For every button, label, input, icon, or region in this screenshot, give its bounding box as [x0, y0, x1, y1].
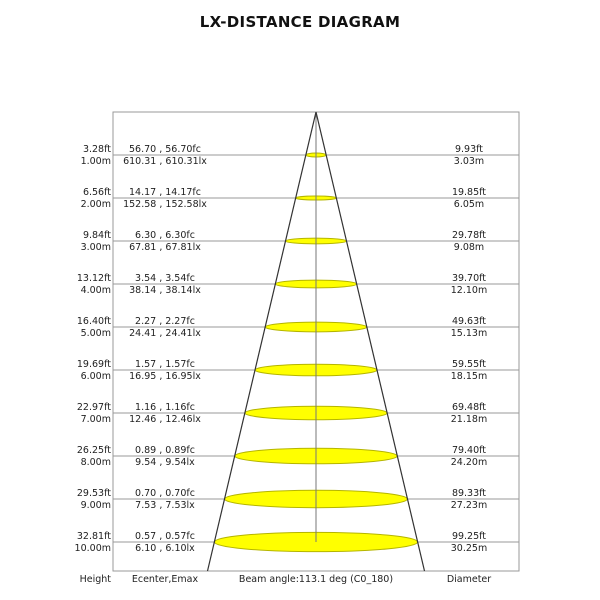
- illuminance-fc: 6.30 , 6.30fc: [135, 230, 195, 241]
- diameter-m: 30.25m: [451, 543, 487, 554]
- beam-edge-right: [315, 111, 426, 572]
- diameter-ft: 69.48ft: [452, 402, 486, 413]
- height-m: 2.00m: [81, 199, 111, 210]
- diameter-ft: 39.70ft: [452, 273, 486, 284]
- illuminance-fc: 1.57 , 1.57fc: [135, 359, 195, 370]
- height-column-label: Height: [80, 574, 112, 585]
- illuminance-column-label: Ecenter,Emax: [132, 574, 199, 585]
- illuminance-fc: 0.89 , 0.89fc: [135, 445, 195, 456]
- diameter-ft: 19.85ft: [452, 187, 486, 198]
- diameter-ft: 79.40ft: [452, 445, 486, 456]
- height-ft: 6.56ft: [83, 187, 111, 198]
- height-ft: 9.84ft: [83, 230, 111, 241]
- diagram-title: LX-DISTANCE DIAGRAM: [199, 13, 401, 31]
- illuminance-fc: 0.70 , 0.70fc: [135, 488, 195, 499]
- diameter-m: 3.03m: [454, 156, 484, 167]
- illuminance-lx: 6.10 , 6.10lx: [135, 543, 195, 554]
- illuminance-fc: 3.54 , 3.54fc: [135, 273, 195, 284]
- illuminance-lx: 12.46 , 12.46lx: [129, 414, 201, 425]
- height-ft: 29.53ft: [77, 488, 111, 499]
- beam-angle-label: Beam angle:113.1 deg (C0_180): [239, 574, 393, 585]
- illuminance-lx: 67.81 , 67.81lx: [129, 242, 201, 253]
- height-m: 3.00m: [81, 242, 111, 253]
- illuminance-fc: 56.70 , 56.70fc: [129, 144, 201, 155]
- diameter-m: 24.20m: [451, 457, 487, 468]
- diameter-m: 12.10m: [451, 285, 487, 296]
- illuminance-lx: 9.54 , 9.54lx: [135, 457, 195, 468]
- diameter-m: 27.23m: [451, 500, 487, 511]
- diameter-ft: 9.93ft: [455, 144, 483, 155]
- illuminance-lx: 16.95 , 16.95lx: [129, 371, 201, 382]
- illuminance-fc: 1.16 , 1.16fc: [135, 402, 195, 413]
- diameter-m: 9.08m: [454, 242, 484, 253]
- height-m: 5.00m: [81, 328, 111, 339]
- diameter-m: 6.05m: [454, 199, 484, 210]
- illuminance-fc: 0.57 , 0.57fc: [135, 531, 195, 542]
- height-ft: 16.40ft: [77, 316, 111, 327]
- diameter-ft: 49.63ft: [452, 316, 486, 327]
- diameter-ft: 59.55ft: [452, 359, 486, 370]
- height-m: 7.00m: [81, 414, 111, 425]
- height-m: 1.00m: [81, 156, 111, 167]
- height-m: 4.00m: [81, 285, 111, 296]
- height-ft: 13.12ft: [77, 273, 111, 284]
- diameter-ft: 29.78ft: [452, 230, 486, 241]
- diameter-column-label: Diameter: [447, 574, 491, 585]
- illuminance-fc: 2.27 , 2.27fc: [135, 316, 195, 327]
- height-ft: 3.28ft: [83, 144, 111, 155]
- illuminance-lx: 152.58 , 152.58lx: [123, 199, 207, 210]
- height-ft: 26.25ft: [77, 445, 111, 456]
- height-m: 10.00m: [75, 543, 111, 554]
- height-ft: 19.69ft: [77, 359, 111, 370]
- height-m: 8.00m: [81, 457, 111, 468]
- height-ft: 32.81ft: [77, 531, 111, 542]
- diameter-ft: 99.25ft: [452, 531, 486, 542]
- illuminance-lx: 610.31 , 610.31lx: [123, 156, 207, 167]
- diameter-m: 18.15m: [451, 371, 487, 382]
- illuminance-fc: 14.17 , 14.17fc: [129, 187, 201, 198]
- diameter-m: 21.18m: [451, 414, 487, 425]
- diameter-m: 15.13m: [451, 328, 487, 339]
- height-m: 6.00m: [81, 371, 111, 382]
- illuminance-lx: 24.41 , 24.41lx: [129, 328, 201, 339]
- diameter-ft: 89.33ft: [452, 488, 486, 499]
- illuminance-lx: 7.53 , 7.53lx: [135, 500, 195, 511]
- illuminance-lx: 38.14 , 38.14lx: [129, 285, 201, 296]
- beam-edge-left: [206, 111, 317, 572]
- height-ft: 22.97ft: [77, 402, 111, 413]
- height-m: 9.00m: [81, 500, 111, 511]
